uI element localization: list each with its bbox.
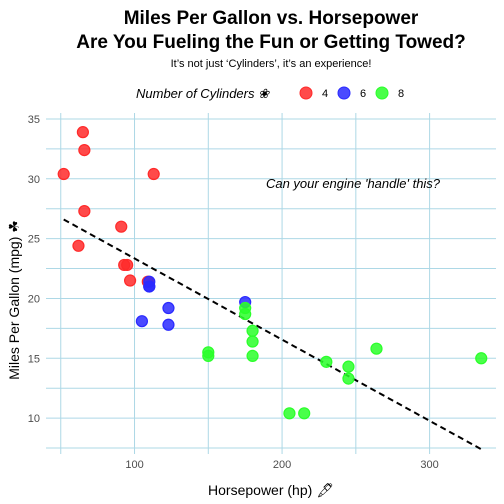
trend-line — [63, 218, 482, 451]
data-point-cyl-6 — [135, 315, 149, 328]
legend-label-cyl-6: 6 — [360, 88, 366, 100]
legend-key-cyl-6 — [337, 86, 351, 100]
data-point-cyl-4 — [121, 258, 134, 272]
chart-subtitle: It’s not just ‘Cylinders’, it’s an exper… — [171, 58, 372, 70]
legend-title: Number of Cylinders ❀ — [136, 86, 270, 101]
grid — [46, 113, 496, 454]
data-point-cyl-4 — [78, 205, 91, 218]
y-axis-label: Miles Per Gallon (mpg) ☘ — [6, 220, 22, 380]
chart-title-line1: Miles Per Gallon vs. Horsepower — [124, 8, 419, 29]
data-point-cyl-6 — [162, 318, 175, 331]
x-tick-label: 100 — [125, 459, 143, 471]
data-point-cyl-8 — [320, 355, 333, 368]
x-axis-label: Horsepower (hp) 🖋 — [208, 482, 334, 498]
tick-labels: 100 200 300 10 15 20 25 30 35 — [28, 114, 439, 471]
points-layer — [57, 126, 488, 420]
data-point-cyl-8 — [342, 360, 355, 373]
legend-label-cyl-8: 8 — [398, 88, 404, 100]
data-point-cyl-8 — [370, 342, 383, 355]
data-point-cyl-4 — [57, 167, 70, 181]
data-point-cyl-6 — [143, 275, 156, 288]
chart-annotation: Can your engine 'handle' this? — [266, 176, 441, 191]
y-tick-label: 25 — [28, 234, 40, 246]
chart-title-line2: Are You Fueling the Fun or Getting Towed… — [76, 32, 465, 53]
legend-label-cyl-4: 4 — [322, 88, 328, 100]
data-point-cyl-4 — [147, 167, 160, 181]
data-point-cyl-8 — [342, 372, 355, 385]
data-point-cyl-8 — [283, 407, 296, 420]
y-tick-label: 10 — [28, 413, 40, 425]
data-point-cyl-8 — [298, 407, 311, 420]
data-point-cyl-8 — [246, 324, 259, 337]
data-point-cyl-8 — [202, 349, 215, 362]
legend: Number of Cylinders ❀ 4 6 8 — [136, 86, 404, 101]
trend-layer — [63, 218, 482, 451]
x-tick-label: 200 — [273, 459, 291, 471]
data-point-cyl-4 — [78, 143, 91, 157]
data-point-cyl-8 — [475, 352, 488, 365]
data-point-cyl-4 — [72, 239, 85, 252]
data-point-cyl-4 — [76, 126, 89, 139]
y-tick-label: 35 — [28, 114, 40, 126]
legend-key-cyl-4 — [299, 86, 313, 100]
data-point-cyl-4 — [123, 274, 137, 287]
data-point-cyl-8 — [246, 349, 259, 362]
data-point-cyl-4 — [115, 220, 128, 233]
x-tick-label: 300 — [420, 459, 438, 471]
data-point-cyl-8 — [239, 301, 252, 315]
legend-key-cyl-8 — [375, 86, 389, 100]
data-point-cyl-6 — [162, 301, 175, 315]
data-point-cyl-8 — [246, 335, 259, 348]
y-tick-label: 30 — [28, 174, 40, 186]
y-tick-label: 20 — [28, 293, 40, 305]
y-tick-label: 15 — [28, 353, 40, 365]
